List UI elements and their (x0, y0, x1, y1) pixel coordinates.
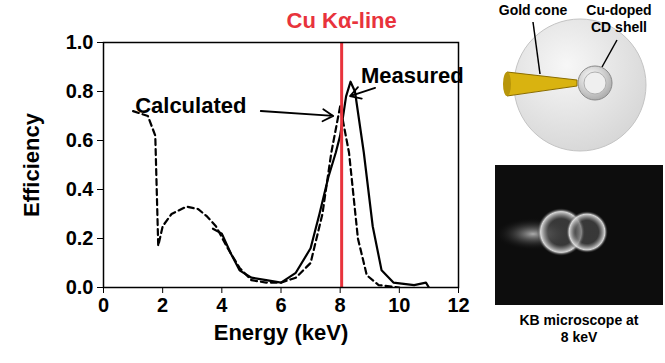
svg-text:1.0: 1.0 (66, 31, 94, 53)
svg-text:12: 12 (447, 294, 469, 316)
svg-text:Efficiency: Efficiency (19, 112, 44, 217)
svg-text:Cu Kα-line: Cu Kα-line (287, 8, 397, 33)
svg-text:CD shell: CD shell (591, 19, 647, 35)
svg-text:KB microscope at: KB microscope at (519, 312, 638, 328)
svg-text:0.8: 0.8 (66, 80, 94, 102)
svg-text:0.2: 0.2 (66, 227, 94, 249)
svg-text:0.4: 0.4 (66, 178, 95, 200)
svg-text:0.0: 0.0 (66, 276, 94, 298)
svg-text:Calculated: Calculated (135, 93, 246, 118)
svg-text:Energy (keV): Energy (keV) (214, 320, 349, 345)
svg-text:8 keV: 8 keV (561, 329, 598, 345)
svg-text:Cu-doped: Cu-doped (586, 2, 651, 18)
svg-text:Measured: Measured (361, 63, 464, 88)
svg-text:2: 2 (157, 294, 168, 316)
svg-text:10: 10 (388, 294, 410, 316)
svg-text:0.6: 0.6 (66, 129, 94, 151)
svg-text:8: 8 (335, 294, 346, 316)
svg-text:6: 6 (275, 294, 286, 316)
svg-text:0: 0 (98, 294, 109, 316)
svg-text:Gold cone: Gold cone (499, 2, 568, 18)
svg-text:4: 4 (216, 294, 228, 316)
